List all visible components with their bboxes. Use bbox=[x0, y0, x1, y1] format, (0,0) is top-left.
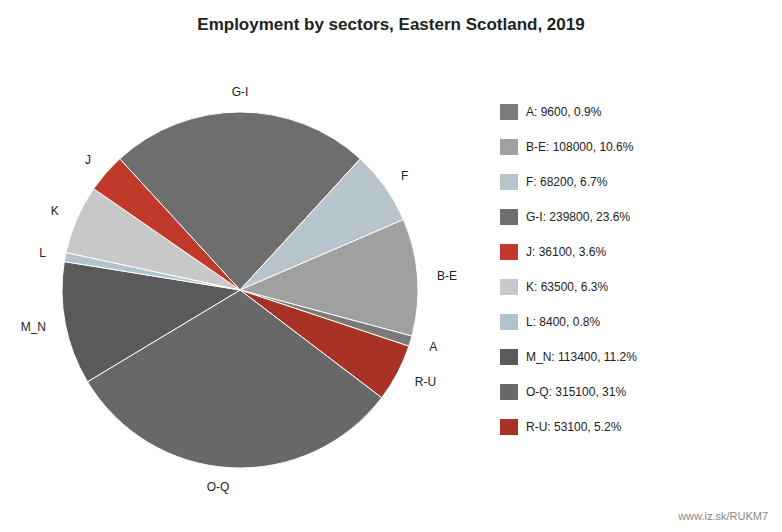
legend-swatch bbox=[500, 209, 518, 225]
legend-swatch bbox=[500, 104, 518, 120]
legend-swatch bbox=[500, 419, 518, 435]
pie-slice bbox=[94, 159, 240, 290]
slice-label: B-E bbox=[437, 269, 457, 283]
watermark: www.iz.sk/RUKM7 bbox=[677, 510, 768, 522]
legend-swatch bbox=[500, 314, 518, 330]
slice-label: O-Q bbox=[207, 480, 230, 494]
legend-swatch bbox=[500, 384, 518, 400]
slice-label: J bbox=[85, 153, 91, 167]
legend-label: F: 68200, 6.7% bbox=[526, 175, 608, 189]
legend-swatch bbox=[500, 139, 518, 155]
legend-label: M_N: 113400, 11.2% bbox=[526, 350, 637, 364]
slice-label: L bbox=[39, 246, 46, 260]
legend-swatch bbox=[500, 174, 518, 190]
legend-label: O-Q: 315100, 31% bbox=[526, 385, 626, 399]
legend-label: A: 9600, 0.9% bbox=[526, 105, 602, 119]
legend-label: K: 63500, 6.3% bbox=[526, 280, 608, 294]
chart-root: Employment by sectors, Eastern Scotland,… bbox=[0, 0, 782, 532]
slice-label: R-U bbox=[415, 375, 436, 389]
pie: G-I F B-E A R-U O-Q M_N L K J bbox=[21, 85, 457, 494]
legend-label: L: 8400, 0.8% bbox=[526, 315, 600, 329]
slice-label: F bbox=[401, 169, 408, 183]
slice-label: K bbox=[51, 204, 59, 218]
legend-swatch bbox=[500, 244, 518, 260]
legend-label: R-U: 53100, 5.2% bbox=[526, 420, 622, 434]
chart-title: Employment by sectors, Eastern Scotland,… bbox=[197, 15, 584, 34]
slice-label: A bbox=[429, 340, 437, 354]
legend-label: J: 36100, 3.6% bbox=[526, 245, 606, 259]
slice-label: G-I bbox=[232, 85, 249, 99]
legend-swatch bbox=[500, 349, 518, 365]
legend-label: G-I: 239800, 23.6% bbox=[526, 210, 630, 224]
legend-swatch bbox=[500, 279, 518, 295]
legend: A: 9600, 0.9% B-E: 108000, 10.6% F: 68200,… bbox=[500, 104, 637, 435]
slice-label: M_N bbox=[21, 320, 46, 334]
legend-label: B-E: 108000, 10.6% bbox=[526, 140, 634, 154]
